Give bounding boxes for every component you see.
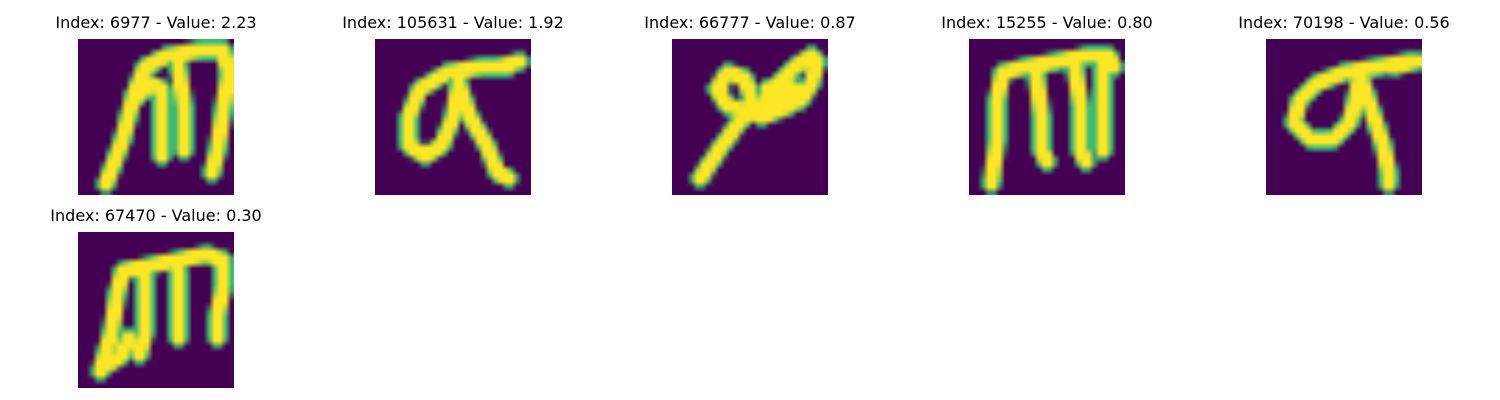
digit-image xyxy=(969,39,1125,195)
subplot-title: Index: 105631 - Value: 1.92 xyxy=(342,13,564,32)
subplot-title: Index: 15255 - Value: 0.80 xyxy=(941,13,1153,32)
subplot-1: Index: 6977 - Value: 2.23 xyxy=(41,12,271,202)
subplot-6: Index: 67470 - Value: 0.30 xyxy=(41,205,271,395)
subplot-4: Index: 15255 - Value: 0.80 xyxy=(932,12,1162,202)
subplot-3: Index: 66777 - Value: 0.87 xyxy=(635,12,865,202)
digit-image xyxy=(78,39,234,195)
subplot-5: Index: 70198 - Value: 0.56 xyxy=(1229,12,1459,202)
subplot-title: Index: 70198 - Value: 0.56 xyxy=(1238,13,1450,32)
subplot-2: Index: 105631 - Value: 1.92 xyxy=(338,12,568,202)
subplot-title: Index: 66777 - Value: 0.87 xyxy=(644,13,856,32)
digit-image xyxy=(78,232,234,388)
digit-image xyxy=(672,39,828,195)
subplot-title: Index: 67470 - Value: 0.30 xyxy=(50,206,262,225)
digit-image xyxy=(1266,39,1422,195)
subplot-title: Index: 6977 - Value: 2.23 xyxy=(55,13,257,32)
digit-image xyxy=(375,39,531,195)
